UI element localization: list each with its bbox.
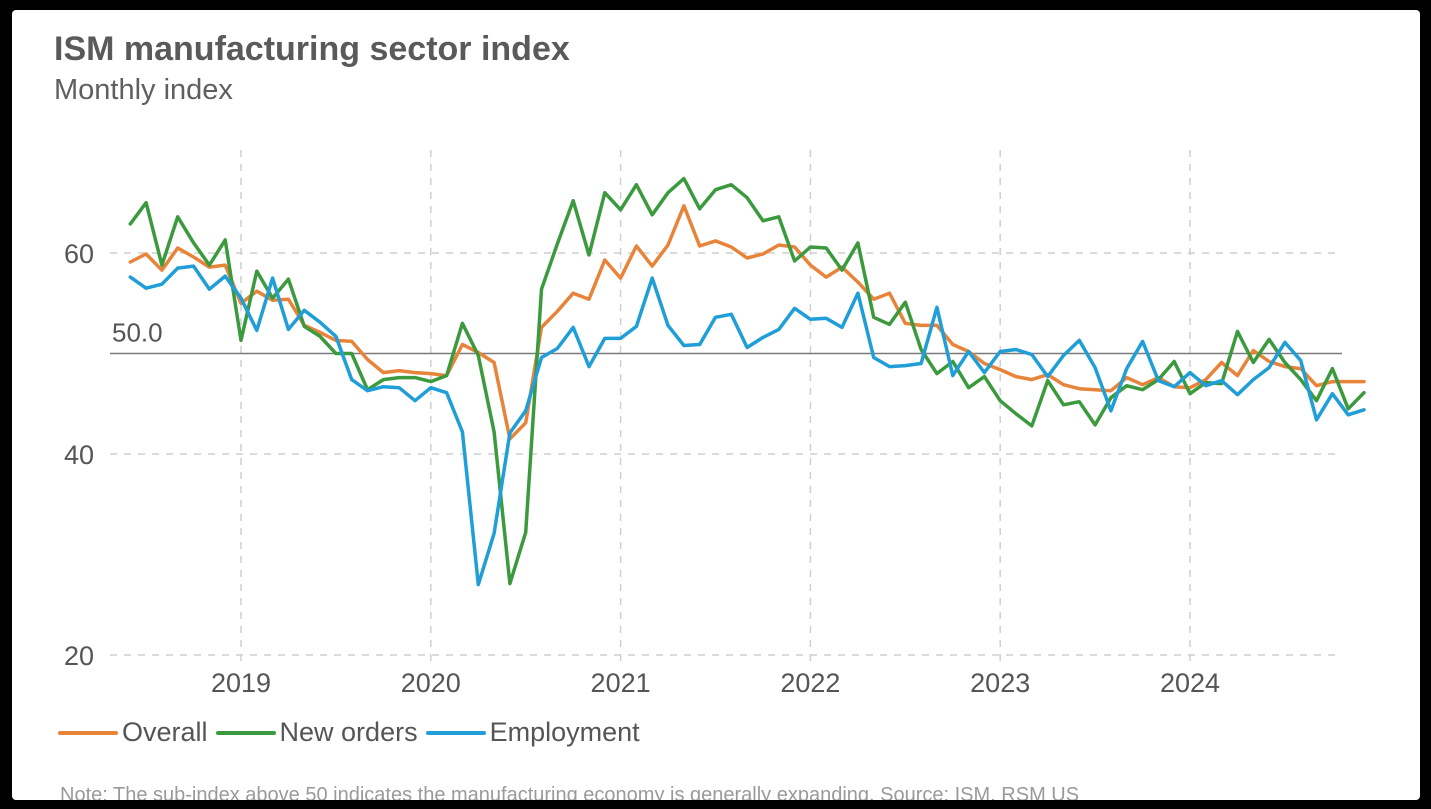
series-line-employment — [128, 264, 1366, 587]
x-tick-label: 2021 — [591, 668, 651, 698]
line-chart: 20 40 60 2019 2020 2021 2022 2023 2024 50.0 — [64, 150, 1366, 698]
chart-title: ISM manufacturing sector index — [54, 30, 570, 68]
legend-swatch-employment — [425, 730, 486, 735]
legend-label-new-orders: New orders — [279, 717, 418, 747]
legend-item-new-orders: New orders — [215, 717, 418, 748]
legend-item-overall: Overall — [58, 717, 208, 748]
source-note: Note: The sub-index above 50 indicates t… — [60, 784, 1080, 800]
legend-label-employment: Employment — [489, 717, 640, 747]
x-tick-label: 2020 — [401, 668, 461, 698]
series-line-overall — [128, 204, 1366, 441]
y-tick-label: 60 — [64, 239, 94, 269]
legend-swatch-new-orders — [215, 730, 276, 735]
x-tick-label: 2019 — [211, 668, 271, 698]
legend-swatch-overall — [58, 730, 118, 735]
chart-subtitle: Monthly index — [54, 74, 233, 106]
reference-line-label: 50.0 — [112, 318, 163, 348]
y-tick-label: 20 — [64, 641, 94, 671]
chart-card: ISM manufacturing sector index Monthly i… — [12, 10, 1420, 800]
x-tick-label: 2023 — [970, 668, 1030, 698]
legend-label-overall: Overall — [122, 717, 208, 747]
x-tick-label: 2022 — [780, 668, 840, 698]
chart-legend: Overall New orders Employment — [58, 717, 648, 748]
legend-item-employment: Employment — [425, 717, 640, 748]
x-tick-label: 2024 — [1160, 668, 1220, 698]
y-tick-label: 40 — [64, 440, 94, 470]
